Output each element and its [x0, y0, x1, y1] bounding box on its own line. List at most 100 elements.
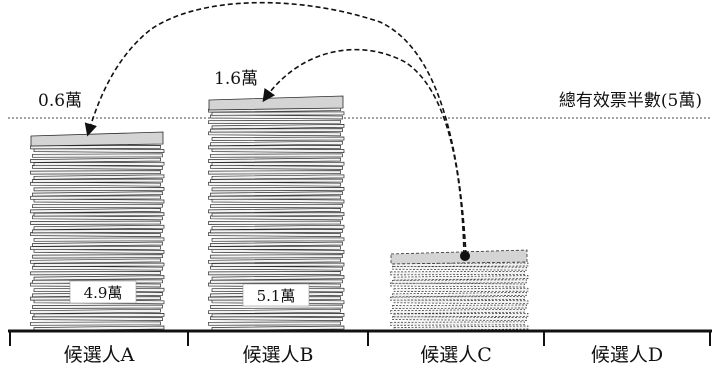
stack-b-sheet — [211, 262, 345, 267]
stack-a-sheet — [32, 254, 163, 259]
stack-b-sheet — [210, 165, 343, 170]
stack-b-sheet — [211, 148, 345, 153]
stack-a-sheet — [30, 308, 161, 315]
stack-b-sheet — [211, 111, 345, 116]
stack-c-sheet — [393, 325, 529, 331]
stack-a-sheet — [30, 232, 161, 237]
stack-a-sheet — [33, 198, 165, 204]
stack-b-sheet — [211, 124, 345, 130]
stack-b-top-sheet — [208, 95, 344, 111]
stack-b-sheet — [210, 140, 343, 147]
stack-c-sheet — [393, 299, 529, 305]
stack-b-sheet — [208, 308, 341, 315]
stack-a-sheet — [32, 316, 163, 321]
stack-b-sheet — [211, 249, 345, 254]
stack-b-sheet — [208, 271, 341, 276]
stack-b-sheet — [210, 178, 343, 183]
stack-a-sheet — [33, 187, 165, 192]
stack-a-sheet — [33, 174, 165, 180]
stack-a-sheet — [32, 178, 163, 183]
stack-b-sheet — [208, 321, 341, 326]
stack-c-sheet — [392, 316, 527, 321]
stack-a-sheet — [32, 265, 163, 271]
stack-a-sheet — [32, 153, 163, 158]
stack-a-sheet — [30, 170, 161, 175]
transfer-arrow-to-a — [84, 1, 467, 256]
stack-b-sheet — [208, 119, 341, 125]
stack-b-sheet — [208, 157, 341, 163]
candidate-label-c: 候選人C — [420, 344, 492, 366]
stack-b-sheet — [210, 265, 343, 271]
candidate-label-d: 候選人D — [591, 344, 663, 366]
stack-a-sheet — [30, 245, 161, 251]
stack-a-sheet — [32, 165, 163, 170]
stack-b-sheet — [208, 131, 341, 137]
stack-c-sheet — [390, 271, 525, 276]
stack-b-sheet — [211, 237, 345, 242]
stack-c-sheet — [390, 308, 525, 315]
stack-b-sheet — [210, 241, 343, 247]
stack-a-sheet — [32, 241, 163, 247]
stack-c-sheet — [393, 287, 529, 293]
candidate-label-a: 候選人A — [64, 344, 135, 366]
stack-b-sheet — [210, 279, 343, 284]
stack-b-sheet — [208, 170, 341, 175]
stack-a-sheet — [30, 321, 161, 326]
stack-b-sheet — [211, 212, 345, 217]
stack-a-sheet — [30, 181, 161, 187]
stack-b-sheet — [211, 187, 345, 192]
stack-b-sheet — [210, 316, 343, 321]
stack-a-sheet — [32, 215, 163, 221]
stack-b-sheet — [208, 245, 341, 251]
stack-a-sheet — [30, 220, 161, 225]
stack-b-sheet — [211, 161, 345, 167]
stack-a-sheet — [33, 249, 165, 254]
transfer-label-a: 0.6萬 — [38, 91, 82, 111]
stack-b-sheet — [208, 232, 341, 237]
transfer-origin-dot — [460, 251, 470, 261]
transfer-label-b: 1.6萬 — [214, 69, 258, 89]
stack-b-sheet — [208, 220, 341, 225]
stack-c-sheet — [393, 262, 529, 267]
stack-a-value-box — [69, 280, 137, 304]
stack-c-sheet — [393, 313, 529, 318]
stack-c-sheet — [390, 321, 525, 326]
stack-c-sheet — [392, 265, 527, 271]
stack-b-sheet — [211, 313, 345, 318]
stack-b-sheet — [210, 254, 343, 259]
stack-c-sheet — [390, 296, 525, 301]
stack-a-sheet — [32, 203, 163, 209]
stack-b-sheet — [211, 275, 345, 281]
stack-a-sheet — [33, 313, 165, 318]
stack-a-sheet — [32, 229, 163, 234]
stack-c-sheet — [393, 275, 529, 281]
stack-c-top-sheet — [390, 249, 528, 265]
stack-a-sheet — [32, 304, 163, 309]
stack-a-sheet — [30, 145, 161, 150]
stack-a-value: 4.9萬 — [84, 284, 123, 302]
stack-b-sheet — [211, 198, 345, 204]
stack-a-sheet — [30, 258, 161, 264]
stack-a-sheet — [33, 212, 165, 217]
stack-b-sheet — [210, 114, 343, 120]
stack-a-sheet — [30, 157, 161, 163]
stack-a-sheet — [33, 224, 165, 231]
stack-b-sheet — [210, 153, 343, 158]
stack-b-sheet — [208, 181, 341, 187]
threshold-label: 總有效票半數(5萬) — [559, 91, 702, 111]
stack-b-sheet — [210, 203, 343, 209]
stack-a-sheet — [33, 275, 165, 281]
stack-b-sheet — [208, 195, 341, 200]
stack-b-sheet — [208, 145, 341, 150]
stack-a-sheet — [32, 191, 163, 197]
stack-b-sheet — [210, 215, 343, 221]
stack-c-sheet — [392, 292, 527, 298]
stack-b-sheet — [211, 224, 345, 231]
candidate-label-b: 候選人B — [243, 344, 314, 366]
stack-b-sheet — [208, 258, 341, 264]
stack-c-sheet — [392, 304, 527, 309]
stack-a-sheet — [33, 148, 165, 153]
stack-b-sheet — [210, 191, 343, 197]
stack-b-value: 5.1萬 — [257, 287, 296, 305]
stack-b-sheet — [211, 136, 345, 141]
